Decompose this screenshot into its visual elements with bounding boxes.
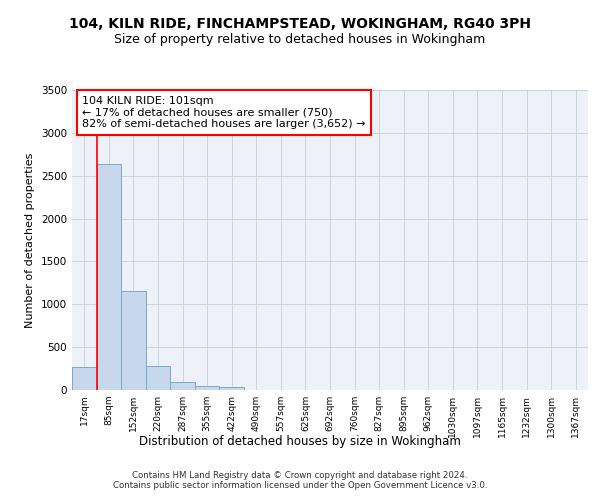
Y-axis label: Number of detached properties: Number of detached properties (25, 152, 35, 328)
Bar (146, 366, 170, 390)
Text: Distribution of detached houses by size in Wokingham: Distribution of detached houses by size … (139, 435, 461, 448)
Bar (97, 164, 121, 390)
Bar (121, 292, 146, 390)
Text: Contains HM Land Registry data © Crown copyright and database right 2024.
Contai: Contains HM Land Registry data © Crown c… (113, 470, 487, 490)
Bar (220, 387, 244, 390)
Text: 104, KILN RIDE, FINCHAMPSTEAD, WOKINGHAM, RG40 3PH: 104, KILN RIDE, FINCHAMPSTEAD, WOKINGHAM… (69, 18, 531, 32)
Bar (72, 367, 97, 390)
Bar (170, 382, 195, 390)
Text: Size of property relative to detached houses in Wokingham: Size of property relative to detached ho… (115, 32, 485, 46)
Bar (195, 386, 220, 390)
Text: 104 KILN RIDE: 101sqm
← 17% of detached houses are smaller (750)
82% of semi-det: 104 KILN RIDE: 101sqm ← 17% of detached … (82, 96, 366, 129)
